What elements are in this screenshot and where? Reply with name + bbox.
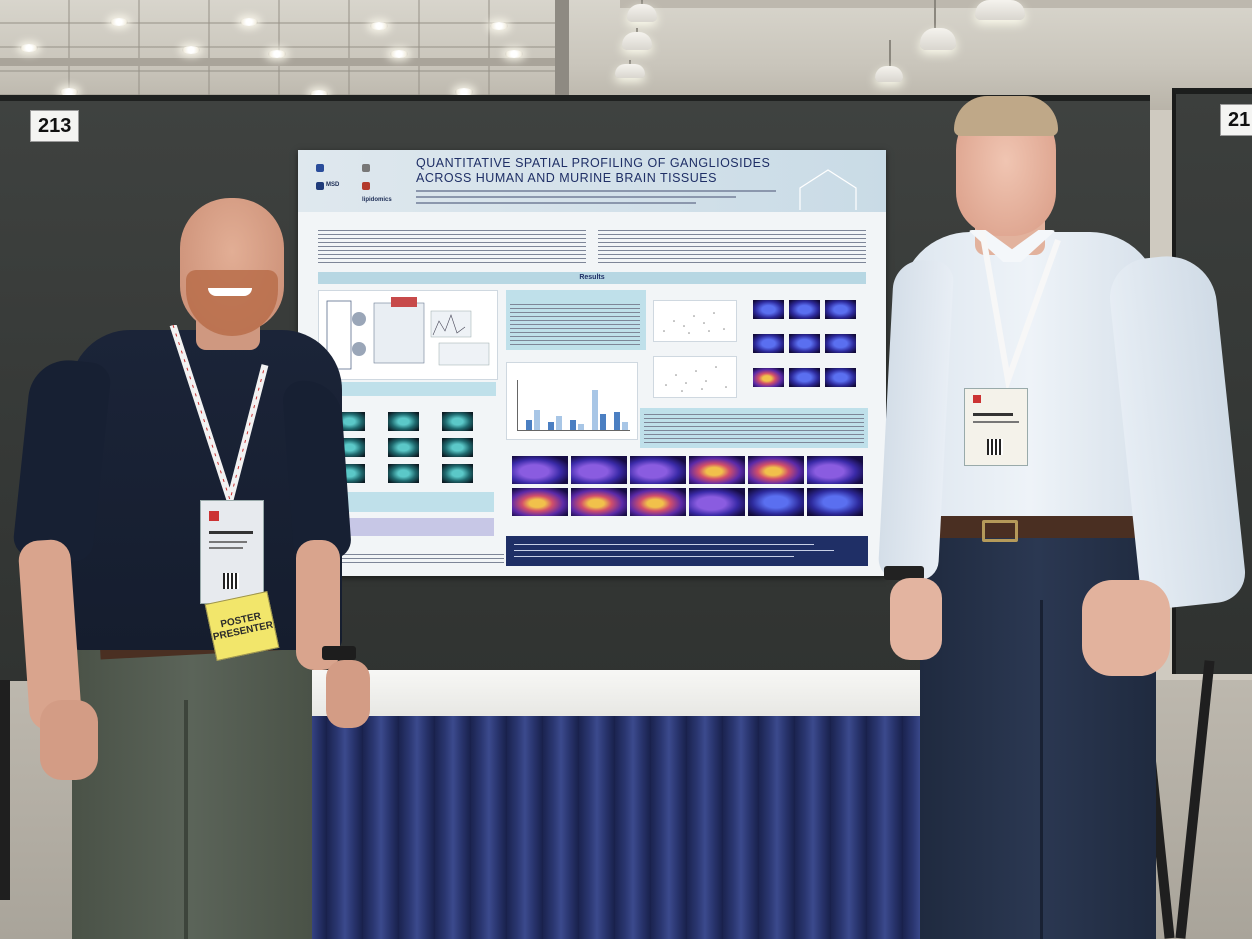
ceiling-light	[182, 46, 200, 54]
table-top	[308, 670, 948, 720]
poster-title: QUANTITATIVE SPATIAL PROFILING OF GANGLI…	[416, 156, 776, 186]
workflow-figure	[318, 290, 498, 380]
ceiling-light	[20, 44, 38, 52]
ceiling-beam	[0, 58, 560, 66]
ceiling-light	[455, 88, 473, 96]
logo-icon	[362, 164, 370, 172]
board-number-right: 21	[1220, 104, 1252, 136]
ceiling-light	[490, 22, 508, 30]
scatter-plot	[653, 300, 737, 342]
sponsor-logos	[334, 554, 504, 564]
results-heading: Results	[318, 272, 866, 284]
ceiling-light	[505, 50, 523, 58]
poster-header: MSD lipidomics QUANTITATIVE SPATIAL PROF…	[298, 150, 886, 212]
methods-text	[598, 230, 866, 266]
ceiling-light	[60, 88, 78, 96]
ceiling-column	[555, 0, 569, 100]
house-outline-icon	[799, 169, 857, 210]
introduction-text	[318, 230, 586, 266]
poster-title-line1: QUANTITATIVE SPATIAL PROFILING OF GANGLI…	[416, 156, 771, 170]
ceiling-light	[240, 18, 258, 26]
logo-lipidomics: lipidomics	[362, 197, 392, 203]
affiliation-line	[416, 202, 696, 204]
figure-caption	[334, 518, 494, 536]
figure-description	[640, 408, 868, 448]
scatter-plot	[653, 356, 737, 398]
bar-chart-figure	[506, 362, 638, 440]
ceiling-light	[110, 18, 128, 26]
logo-icon	[316, 164, 324, 172]
figure-description	[506, 290, 646, 350]
poster-board-right	[1172, 88, 1252, 674]
board-leg	[0, 680, 10, 900]
research-poster: MSD lipidomics QUANTITATIVE SPATIAL PROF…	[298, 150, 886, 576]
figure-caption	[318, 382, 496, 396]
ceiling-light	[310, 90, 328, 98]
logo-icon	[362, 182, 370, 190]
ceiling	[0, 0, 1252, 110]
figure-caption	[334, 492, 494, 512]
author-line	[416, 190, 776, 192]
board-number-left: 213	[30, 110, 80, 142]
poster-title-line2: ACROSS HUMAN AND MURINE BRAIN TISSUES	[416, 171, 717, 185]
table-skirt	[255, 716, 985, 939]
ceiling-light	[268, 50, 286, 58]
ceiling-beam-right	[620, 0, 1252, 8]
ceiling-light	[390, 50, 408, 58]
logo-msd: MSD	[326, 182, 340, 188]
ceiling-light	[370, 22, 388, 30]
conclusions-box	[506, 536, 868, 566]
affiliation-line	[416, 196, 736, 198]
logo-icon	[316, 182, 324, 190]
